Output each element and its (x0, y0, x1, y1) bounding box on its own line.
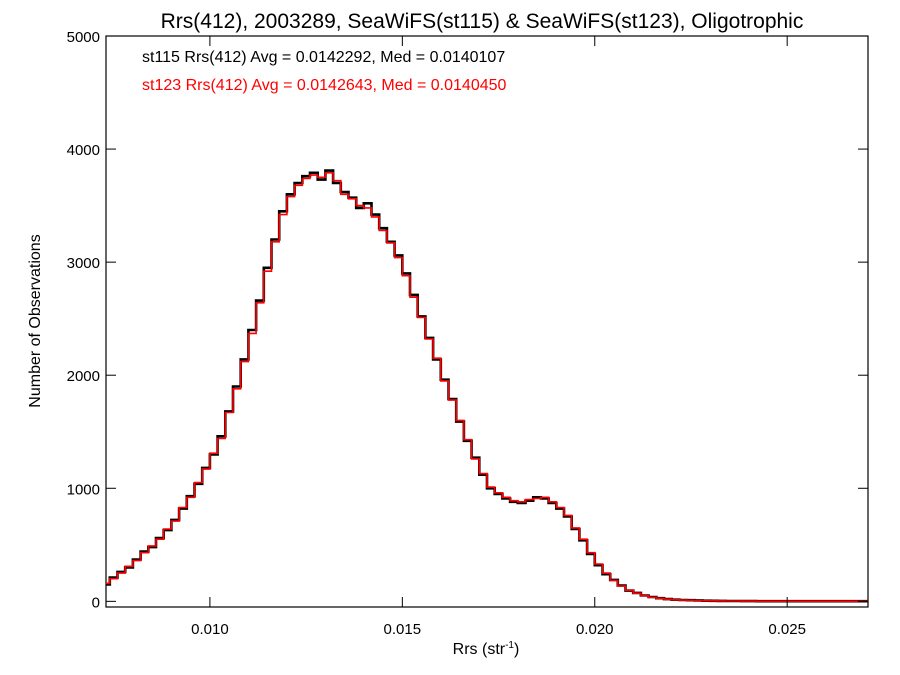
x-axis-label-exponent: -1 (505, 640, 514, 651)
chart-title: Rrs(412), 2003289, SeaWiFS(st115) & SeaW… (161, 10, 804, 33)
x-tick-label-1: 0.015 (384, 621, 422, 638)
y-tick-label-4: 4000 (67, 142, 100, 159)
y-tick-label-1: 1000 (67, 481, 100, 498)
x-axis-label-close: ) (514, 641, 519, 658)
plot-frame (105, 35, 869, 608)
y-tick-label-5: 5000 (67, 29, 100, 46)
y-axis-label: Number of Observations (27, 234, 44, 407)
y-axis-ticks: 0 1000 2000 3000 4000 5000 (67, 29, 868, 611)
histogram-series-1 (106, 172, 868, 602)
y-tick-label-2: 2000 (67, 368, 100, 385)
y-tick-label-3: 3000 (67, 255, 100, 272)
histogram-series-0 (106, 169, 868, 603)
x-axis-ticks: 0.010 0.015 0.020 0.025 (191, 36, 806, 638)
x-tick-label-2: 0.020 (576, 621, 614, 638)
x-tick-label-3: 0.025 (768, 621, 806, 638)
x-axis-label-base: Rrs (str (453, 641, 506, 658)
y-tick-label-0: 0 (92, 594, 100, 611)
annotation-st115: st115 Rrs(412) Avg = 0.0142292, Med = 0.… (142, 49, 505, 66)
x-tick-label-0: 0.010 (191, 621, 229, 638)
annotation-st123: st123 Rrs(412) Avg = 0.0142643, Med = 0.… (142, 77, 507, 94)
x-axis-label: Rrs (str-1) (453, 640, 520, 658)
series-layer (106, 169, 868, 603)
